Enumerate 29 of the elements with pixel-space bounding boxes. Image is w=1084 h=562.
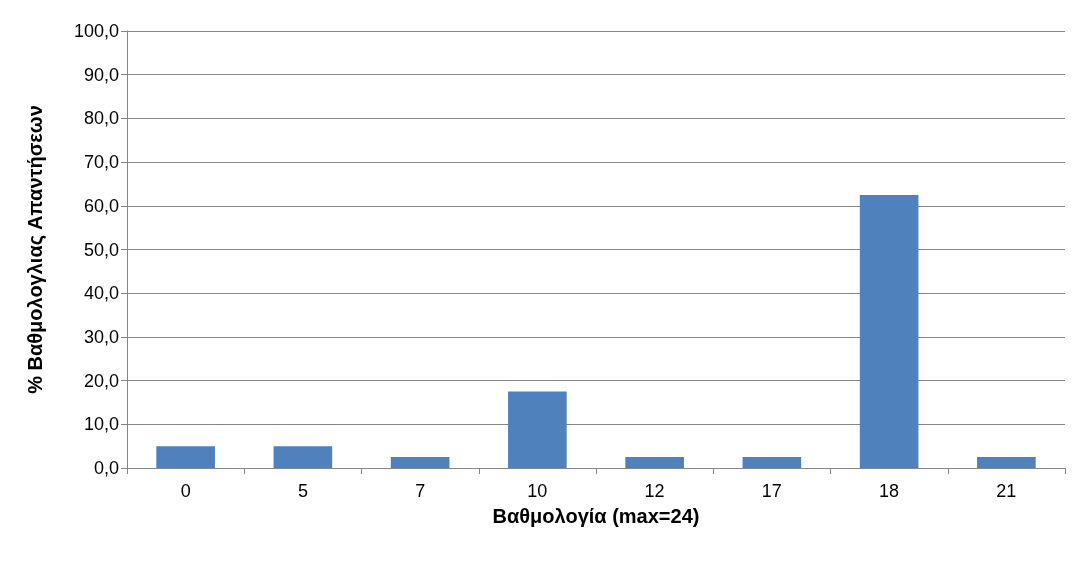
- bar: [273, 446, 333, 468]
- y-tick-label: 20,0: [83, 370, 119, 391]
- bar: [508, 391, 567, 468]
- x-tick-label: 0: [180, 481, 191, 501]
- y-tick-label: 50,0: [83, 239, 119, 260]
- bar: [156, 446, 215, 468]
- x-axis-title: Βαθμολογία (max=24): [492, 505, 700, 527]
- y-axis-title: % Βαθμολογλιας Απαντήσεων: [24, 105, 46, 394]
- bar: [625, 457, 684, 468]
- x-tick-label: 17: [761, 481, 782, 501]
- x-tick-label: 21: [996, 481, 1017, 501]
- y-tick-label: 40,0: [83, 283, 119, 304]
- bar: [977, 457, 1036, 468]
- x-tick-label: 10: [527, 481, 548, 501]
- y-tick-label: 10,0: [83, 414, 119, 435]
- bar: [859, 194, 919, 468]
- y-tick-label: 70,0: [83, 152, 119, 173]
- y-tick-label: 80,0: [83, 108, 119, 129]
- y-tick-label: 100,0: [73, 21, 119, 41]
- bar: [390, 457, 450, 468]
- y-tick-label: 90,0: [83, 64, 119, 85]
- x-tick-label: 7: [415, 481, 426, 501]
- bar: [742, 457, 802, 468]
- x-tick-label: 5: [297, 481, 308, 501]
- y-tick-label: 0,0: [93, 458, 119, 478]
- y-tick-label: 30,0: [83, 326, 119, 347]
- x-tick-label: 12: [644, 481, 665, 501]
- x-tick-label: 18: [879, 481, 900, 501]
- y-tick-label: 60,0: [83, 195, 119, 216]
